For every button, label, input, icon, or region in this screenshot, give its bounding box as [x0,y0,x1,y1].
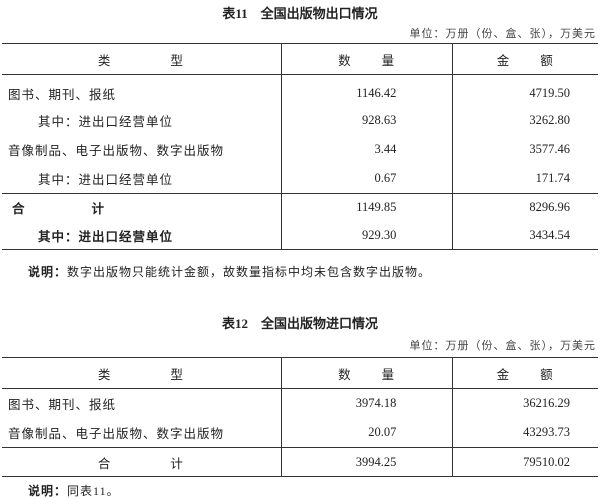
type-cell: 图书、期刊、报纸 [8,88,117,103]
table12: 类 型 数 量 金 额 图书、期刊、报纸 3974.18 36216.29 音像制品… [2,357,598,477]
type-cell: 其中：进出口经营单位 [38,229,174,244]
table-row: 音像制品、电子出版物、数字出版物 3.44 3577.46 [2,134,598,164]
table11: 类 型 数 量 金 额 图书、期刊、报纸 1146.42 4719.50 其中：进出… [2,43,598,250]
total-row: 合 计 3994.25 79510.02 [2,447,598,477]
table11-note: 说明：数字出版物只能统计金额，故数量指标中均未包含数字出版物。 [28,263,431,280]
quantity-cell: 3.44 [280,134,453,164]
amount-cell: 8296.96 [452,193,598,222]
amount-cell: 3577.46 [452,134,598,164]
amount-cell: 3262.80 [452,106,598,135]
amount-cell: 43293.73 [452,418,598,448]
table-row: 其中：进出口经营单位 928.63 3262.80 [2,106,598,135]
header-amount: 金 额 [452,43,598,75]
quantity-cell: 929.30 [280,221,453,250]
amount-cell: 3434.54 [452,221,598,250]
header-amount: 金 额 [452,357,598,389]
table11-unit: 单位：万册（份、盒、张），万美元 [409,28,596,40]
table-row: 音像制品、电子出版物、数字出版物 20.07 43293.73 [2,418,598,448]
table-row: 图书、期刊、报纸 1146.42 4719.50 [2,74,598,107]
table12-title: 表12 全国出版物进口情况 [221,316,378,331]
header-type: 类 型 [2,357,282,389]
type-cell: 合 计 [2,193,282,222]
amount-cell: 4719.50 [452,74,598,107]
amount-cell: 36216.29 [452,388,598,419]
table12-unit: 单位：万册（份、盒、张），万美元 [409,340,596,352]
type-cell: 其中：进出口经营单位 [38,115,174,129]
header-quantity: 数 量 [280,43,453,75]
quantity-cell: 1149.85 [280,193,453,222]
type-cell: 合 计 [2,447,282,477]
quantity-cell: 3994.25 [280,447,453,477]
note-text: 同表11。 [67,484,120,498]
total-row: 合 计 1149.85 8296.96 [2,193,598,222]
total-row: 其中：进出口经营单位 929.30 3434.54 [2,221,598,250]
header-row: 类 型 数 量 金 额 [2,357,598,389]
note-label: 说明： [28,265,68,279]
type-cell: 音像制品、电子出版物、数字出版物 [8,143,225,158]
quantity-cell: 3974.18 [280,388,453,419]
note-text: 数字出版物只能统计金额，故数量指标中均未包含数字出版物。 [67,265,432,279]
header-type: 类 型 [2,43,282,75]
table-row: 图书、期刊、报纸 3974.18 36216.29 [2,388,598,419]
table-row: 其中：进出口经营单位 0.67 171.74 [2,163,598,194]
type-cell: 音像制品、电子出版物、数字出版物 [8,427,225,442]
table11-title: 表11 全国出版物出口情况 [222,6,378,21]
table12-note: 说明：同表11。 [28,482,120,499]
amount-cell: 79510.02 [452,447,598,477]
quantity-cell: 1146.42 [280,74,453,107]
quantity-cell: 0.67 [280,163,453,194]
type-cell: 其中：进出口经营单位 [38,172,174,187]
header-quantity: 数 量 [280,357,453,389]
type-cell: 图书、期刊、报纸 [8,398,117,413]
amount-cell: 171.74 [452,163,598,194]
quantity-cell: 928.63 [280,106,453,135]
quantity-cell: 20.07 [280,418,453,448]
header-row: 类 型 数 量 金 额 [2,43,598,75]
note-label: 说明： [28,484,68,498]
